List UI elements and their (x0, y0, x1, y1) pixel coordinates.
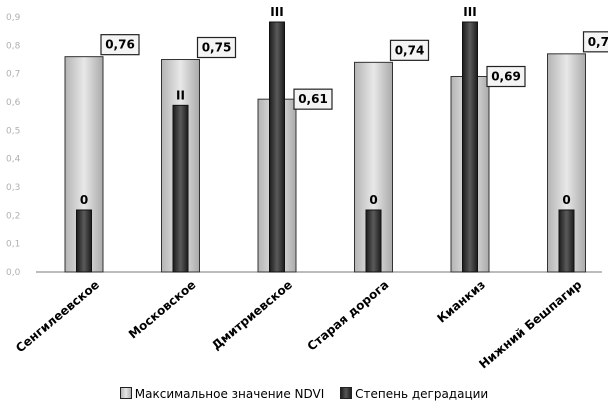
ndvi-value-box (389, 39, 430, 61)
legend-item-ndvi: Максимальное значение NDVI (119, 386, 325, 401)
ndvi-value-label: 0,76 (105, 38, 135, 52)
ndvi-value-box (582, 31, 608, 53)
legend-swatch-ndvi (119, 386, 132, 399)
bars-layer (64, 21, 586, 273)
legend-label-degradation: Степень деградации (355, 386, 489, 401)
data-labels-layer: 0 0,76 II 0,75 III 0,61 0 0,74 III 0,69 0 0,77 (80, 5, 608, 207)
ndvi-value-label: 0,75 (202, 41, 232, 55)
ndvi-value-label: 0,69 (491, 70, 521, 84)
degradation-bar (172, 104, 189, 273)
degradation-label: 0 (80, 193, 88, 207)
y-tick-label: 0,3 (6, 183, 20, 193)
category-label: Московское (126, 278, 199, 342)
degradation-bar (462, 21, 478, 273)
category-label: Сенгилеевское (13, 278, 102, 356)
y-tick-label: 0,7 (6, 70, 20, 80)
degradation-bar (269, 21, 285, 273)
category-labels-layer: Сенгилеевское Московское Дмитриевское Стара… (13, 277, 585, 371)
degradation-bar (365, 209, 382, 273)
y-tick-label: 0,4 (6, 155, 21, 165)
legend: Максимальное значение NDVI Степень дегра… (0, 386, 608, 401)
degradation-label: II (176, 88, 185, 102)
y-tick-label: 0,6 (6, 98, 21, 108)
degradation-bar (76, 209, 92, 273)
degradation-label: 0 (562, 193, 570, 207)
y-axis-ticks: 0,0 0,1 0,2 0,3 0,4 0,5 0,6 0,7 0,8 0,9 (6, 13, 21, 278)
y-tick-label: 0,1 (6, 240, 20, 250)
y-tick-label: 0,8 (6, 41, 21, 51)
y-tick-label: 0,0 (6, 268, 21, 278)
category-label: Дмитриевское (209, 278, 295, 353)
category-label: Нижний Бешпагир (476, 277, 584, 371)
category-label: Старая дорога (305, 278, 392, 354)
y-tick-label: 0,2 (6, 211, 20, 221)
y-tick-label: 0,9 (6, 13, 21, 23)
legend-swatch-degradation (340, 386, 353, 399)
ndvi-value-box (486, 65, 526, 88)
legend-label-ndvi: Максимальное значение NDVI (134, 386, 325, 401)
ndvi-value-label: 0,74 (395, 43, 425, 57)
ndvi-value-label: 0,77 (588, 35, 608, 49)
degradation-label: III (463, 5, 476, 19)
category-label: Кианкиз (434, 278, 488, 326)
ndvi-value-box (196, 36, 237, 59)
y-tick-label: 0,5 (6, 126, 20, 136)
legend-item-degradation: Степень деградации (340, 386, 489, 401)
ndvi-value-label: 0,61 (298, 92, 328, 106)
ndvi-value-box (100, 34, 140, 56)
ndvi-degradation-chart: 0,0 0,1 0,2 0,3 0,4 0,5 0,6 0,7 0,8 0,9 0 0,76 II 0,… (6, 5, 608, 371)
degradation-label: III (270, 5, 283, 19)
degradation-bar (558, 209, 575, 273)
ndvi-value-box (293, 88, 333, 110)
degradation-label: 0 (369, 193, 377, 207)
